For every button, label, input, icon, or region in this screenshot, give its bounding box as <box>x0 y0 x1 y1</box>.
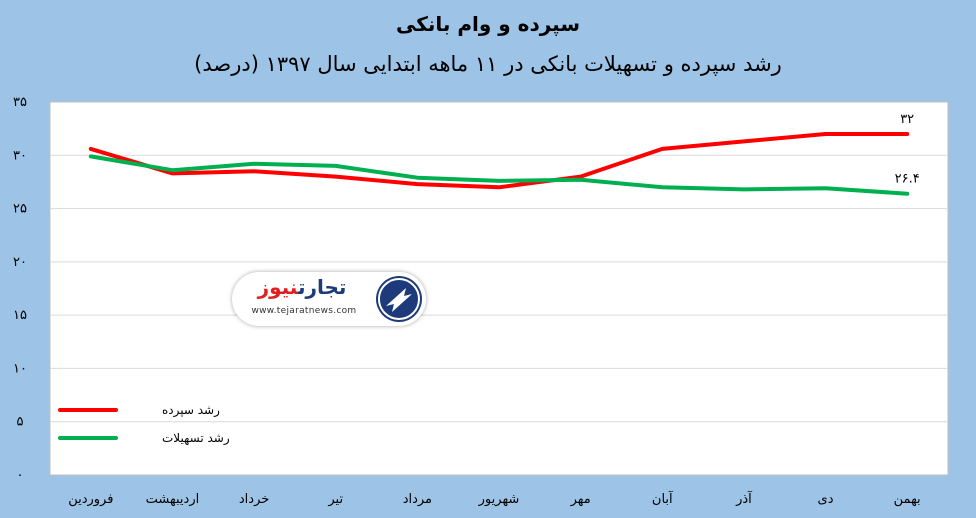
x-tick-label: خرداد <box>239 492 269 507</box>
data-label-1: ۳۲ <box>900 112 914 127</box>
y-tick-label: ۱۰ <box>13 361 27 376</box>
y-tick-label: ۱۵ <box>13 308 27 323</box>
series-line-2 <box>88 154 910 196</box>
x-tick-label: مرداد <box>403 492 432 507</box>
y-tick-label: ۰ <box>17 468 24 483</box>
logo-name: تجارتنیوز <box>257 275 347 299</box>
data-label-2: ۲۶.۴ <box>895 172 920 187</box>
x-tick-label: آبان <box>652 490 674 507</box>
x-tick-label: تیر <box>327 492 343 507</box>
x-tick-label: بهمن <box>894 492 921 507</box>
y-tick-label: ۲۰ <box>13 255 27 270</box>
y-tick-label: ۳۰ <box>13 148 27 163</box>
x-tick-label: شهریور <box>478 492 520 507</box>
x-tick-label: اردیبهشت <box>146 492 200 507</box>
logo-url: www.tejaratnews.com <box>251 306 357 316</box>
x-tick-label: مهر <box>570 492 591 507</box>
legend-label-1: رشد سپرده <box>162 403 220 418</box>
y-tick-label: ۳۵ <box>13 95 27 110</box>
legend-label-2: رشد تسهیلات <box>162 431 230 446</box>
logo-globe-icon <box>376 276 422 322</box>
x-tick-label: آذر <box>735 490 753 507</box>
plot-area <box>49 101 949 476</box>
chart-subtitle: رشد سپرده و تسهیلات بانکی در ۱۱ ماهه ابت… <box>194 52 782 76</box>
watermark-logo: تجارتنیوز www.tejaratnews.com <box>232 272 426 326</box>
series-line-1 <box>88 132 910 190</box>
x-tick-label: دی <box>818 492 834 507</box>
x-tick-label: فروردین <box>68 492 113 507</box>
y-tick-label: ۵ <box>17 415 24 430</box>
chart-title: سپرده و وام بانکی <box>395 12 580 36</box>
y-tick-label: ۲۵ <box>13 202 27 217</box>
